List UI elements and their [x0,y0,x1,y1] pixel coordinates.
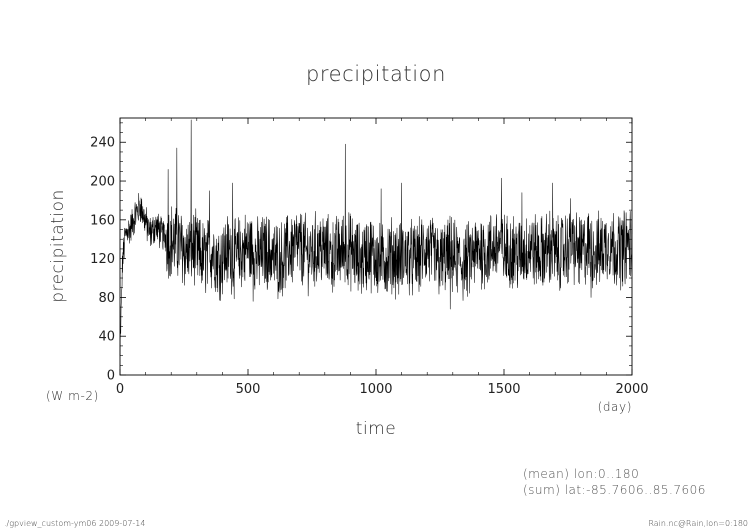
y-axis-unit: (W m-2) [46,389,99,403]
y-tick-label: 240 [90,136,115,151]
series-line-group [119,119,633,356]
y-tick-label: 80 [98,291,115,306]
x-tick-label: 1500 [487,382,520,397]
x-tick-label: 2000 [615,382,648,397]
x-tick-label: 0 [116,382,124,397]
y-axis-label: precipitation [48,189,68,303]
x-tick-label: 500 [236,382,261,397]
y-tick-label: 0 [107,369,115,384]
y-tick-label: 120 [90,252,115,267]
axis-tick-labels: 0 500 1000 1500 2000 0 40 80 120 160 200 240 [90,136,648,397]
sum-annotation: (sum) lat:-85.7606..85.7606 [523,483,706,497]
precipitation-series-line [119,119,633,356]
chart-title: precipitation [305,62,447,86]
mean-annotation: (mean) lon:0..180 [523,467,640,481]
axis-ticks [119,118,633,376]
x-tick-label: 1000 [359,382,392,397]
footer-data-source: Rain.nc@Rain,lon=0:180 [648,519,748,528]
y-tick-label: 40 [98,330,115,345]
y-tick-label: 200 [90,175,115,190]
x-axis-unit: (day) [597,400,632,414]
x-axis-label: time [355,419,397,439]
footer-script-info: ./gpview_custom-ym06 2009-07-14 [4,519,146,528]
y-tick-label: 160 [90,213,115,228]
